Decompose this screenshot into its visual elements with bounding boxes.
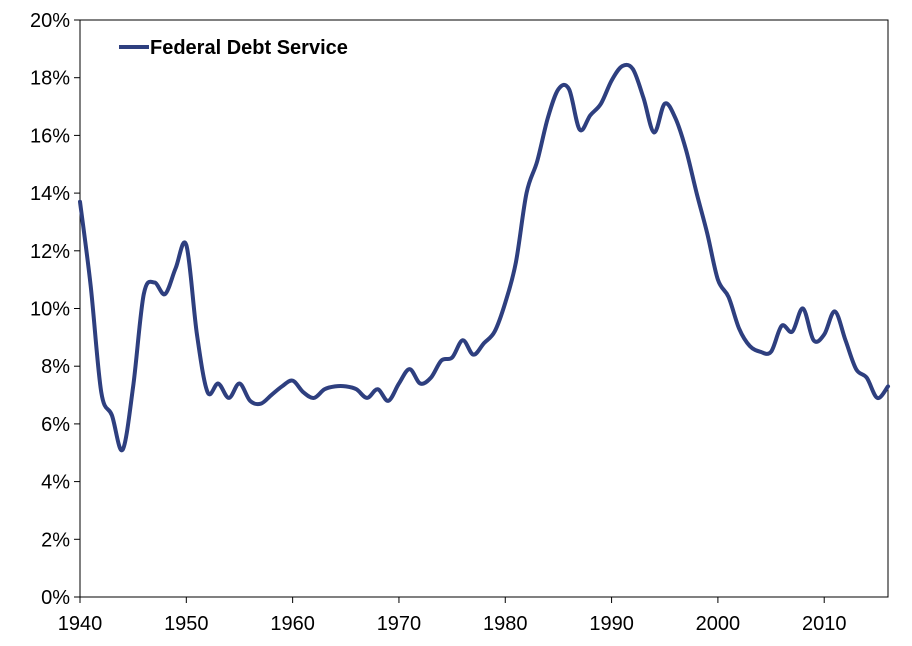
plot-frame (79, 19, 889, 598)
x-tick-label: 2000 (696, 613, 741, 635)
y-tick-label: 8% (41, 356, 70, 378)
x-tick-label: 1980 (483, 613, 528, 635)
x-tick-label: 1970 (377, 613, 422, 635)
y-tick-label: 4% (41, 472, 70, 494)
y-tick-label: 14% (30, 183, 70, 205)
y-tick-label: 0% (41, 587, 70, 609)
legend: Federal Debt Service (119, 37, 348, 59)
y-tick-label: 10% (30, 299, 70, 321)
y-tick-label: 6% (41, 414, 70, 436)
legend-label: Federal Debt Service (150, 37, 348, 59)
y-tick-label: 20% (30, 10, 70, 32)
x-tick-label: 1960 (270, 613, 315, 635)
series-line-federal-debt-service (78, 62, 890, 453)
x-tick-label: 2010 (802, 613, 847, 635)
y-tick-label: 2% (41, 529, 70, 551)
y-tick-label: 18% (30, 68, 70, 90)
y-tick-label: 12% (30, 241, 70, 263)
series-layer (78, 62, 890, 453)
x-tick-label: 1990 (589, 613, 634, 635)
x-tick-label: 1950 (164, 613, 209, 635)
axes: 0% 2% 4% 6% 8% 10% 12% 14% 16% 18% 20% 1940 1950 1960… (30, 10, 889, 635)
y-tick-label: 16% (30, 125, 70, 147)
x-tick-label: 1940 (58, 613, 103, 635)
